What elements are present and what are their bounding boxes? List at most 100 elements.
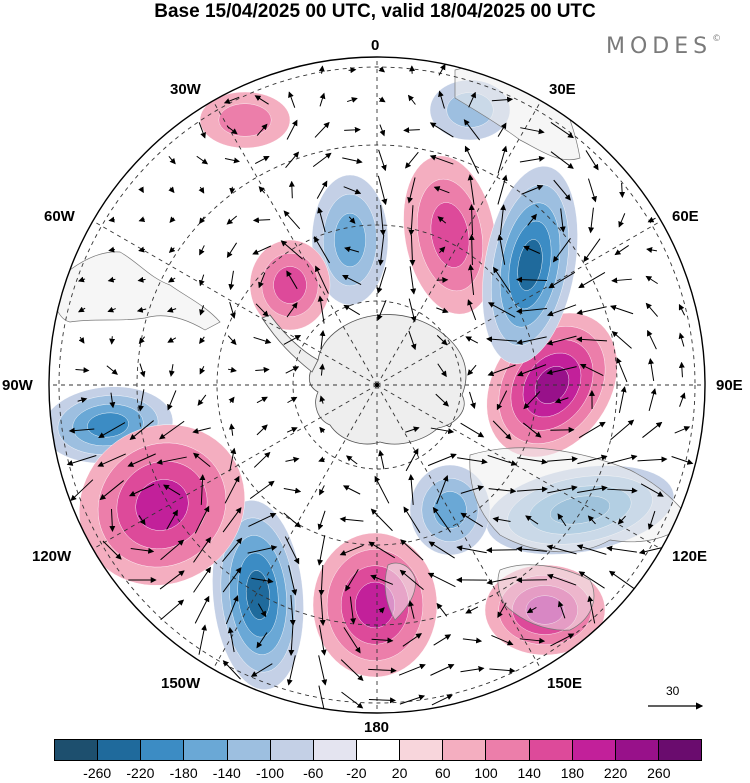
wind-vector <box>497 174 508 205</box>
wind-vector <box>166 509 178 530</box>
wind-vector <box>108 216 115 223</box>
anomaly-positive <box>249 239 331 331</box>
wind-vector <box>339 516 364 523</box>
wind-vector <box>637 456 668 463</box>
wind-vector <box>283 210 301 230</box>
wind-vector <box>70 479 94 502</box>
wind-vector <box>645 302 659 317</box>
anomaly-negative <box>311 174 389 306</box>
wind-vector <box>349 596 357 625</box>
wind-vector <box>608 570 635 590</box>
meridian-line <box>376 384 664 551</box>
colorbar-segment <box>55 740 99 760</box>
wind-vector <box>283 335 302 345</box>
wind-vector <box>583 238 601 263</box>
wind-vector <box>199 245 205 256</box>
wind-vector <box>286 655 296 686</box>
wind-vector <box>492 516 511 523</box>
wind-vector <box>198 186 205 194</box>
wind-vector <box>399 694 426 705</box>
wind-vector <box>258 272 266 289</box>
wind-vector <box>286 427 298 433</box>
wind-vector <box>576 336 608 343</box>
wind-vector <box>408 600 415 619</box>
colorbar-tick-label: -60 <box>303 765 324 781</box>
wind-vector <box>313 236 330 264</box>
wind-vector <box>319 426 326 434</box>
wind-vector <box>402 633 423 647</box>
wind-vector <box>257 603 267 618</box>
wind-vector <box>378 66 386 73</box>
wind-vector <box>407 94 416 105</box>
wind-vector <box>578 271 606 289</box>
wind-vector <box>193 566 212 593</box>
wind-vector <box>129 483 155 497</box>
wind-vector <box>606 545 637 553</box>
brand-mark: © <box>712 33 722 44</box>
wind-vector <box>192 427 211 434</box>
wind-vector <box>427 572 456 588</box>
wind-vector <box>138 336 146 345</box>
lon-label-0: 0 <box>371 37 380 54</box>
wind-vector <box>318 65 325 74</box>
wind-vector <box>433 634 452 646</box>
wind-vector <box>222 660 241 680</box>
wind-vector <box>468 91 476 108</box>
wind-vector <box>557 513 567 527</box>
wind-vector <box>457 457 488 465</box>
wind-vector <box>285 366 300 374</box>
wind-vector <box>378 149 387 172</box>
map-border <box>48 56 706 714</box>
wind-vector <box>467 264 475 295</box>
wind-vector <box>400 539 424 561</box>
colorbar-tick-label: -260 <box>83 765 112 781</box>
wind-vector <box>638 546 665 555</box>
wind-vector <box>256 396 268 404</box>
wind-vector <box>433 186 450 194</box>
wind-vector <box>317 206 326 233</box>
wind-vector <box>317 510 326 531</box>
wind-vector <box>252 217 271 224</box>
anomaly-positive <box>79 424 245 586</box>
wind-vector <box>522 422 542 438</box>
wind-vector <box>429 154 454 165</box>
lon-label-60e: 60E <box>672 208 699 225</box>
wind-vector <box>199 366 206 375</box>
wind-vector <box>285 151 300 168</box>
brand-name: MODES <box>606 34 713 59</box>
wind-vector <box>368 541 396 559</box>
wind-vector <box>102 540 122 560</box>
wind-vector <box>317 295 325 324</box>
wind-vector <box>285 456 300 463</box>
wind-vector <box>519 637 546 644</box>
wind-vector <box>312 152 332 168</box>
wind-vector <box>517 486 548 493</box>
wind-vector <box>288 624 295 656</box>
wind-vector <box>227 366 237 373</box>
wind-vector <box>167 337 177 343</box>
wind-vector <box>492 420 512 440</box>
anomaly-contour <box>334 213 366 267</box>
wind-vector <box>468 234 475 266</box>
wind-vector <box>370 508 393 532</box>
wind-vector <box>460 485 485 494</box>
wind-vector <box>432 506 452 533</box>
anomaly-negative <box>482 166 578 364</box>
wind-vector <box>648 358 655 382</box>
wind-vector <box>678 332 685 347</box>
wind-vector <box>193 536 212 563</box>
wind-vector <box>99 480 124 501</box>
wind-vector <box>587 595 596 624</box>
wind-vector <box>159 420 185 440</box>
wind-vector <box>488 487 517 494</box>
wind-vector <box>98 422 126 438</box>
wind-vector <box>403 127 420 134</box>
wind-vector <box>559 208 566 233</box>
wind-vector <box>283 512 302 528</box>
wind-vector <box>371 637 394 644</box>
wind-vector <box>614 245 629 256</box>
wind-vector <box>550 633 575 647</box>
wind-vector <box>647 329 657 350</box>
wind-vector <box>108 246 115 253</box>
wind-vector <box>198 274 205 287</box>
